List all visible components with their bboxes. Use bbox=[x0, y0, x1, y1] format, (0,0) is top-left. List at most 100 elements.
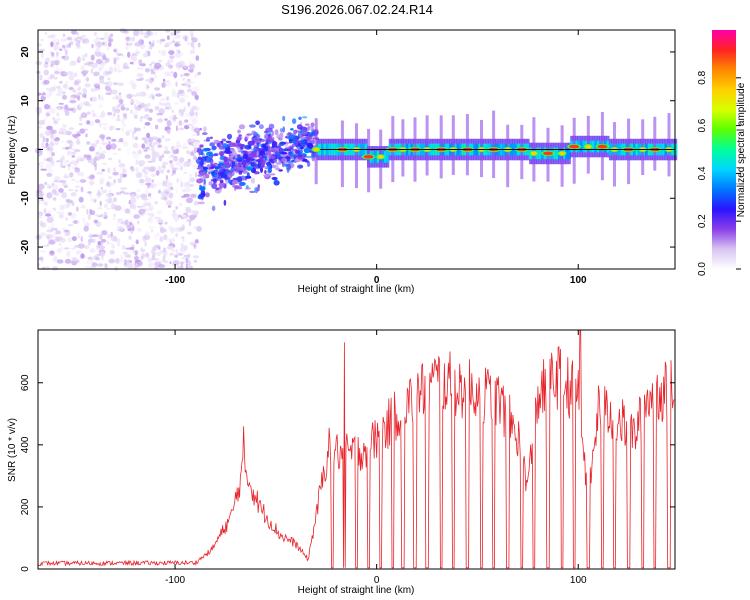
noise-cell bbox=[136, 194, 140, 200]
noise-cell bbox=[141, 143, 146, 149]
noise-cell bbox=[93, 219, 99, 224]
noise-cell bbox=[84, 266, 92, 269]
signal-cell bbox=[211, 183, 218, 189]
noise-cell bbox=[117, 94, 122, 100]
noise-cell bbox=[140, 193, 148, 199]
noise-cell bbox=[147, 166, 154, 172]
noise-cell bbox=[43, 158, 48, 162]
noise-cell bbox=[158, 50, 161, 53]
noise-cell bbox=[103, 36, 110, 40]
noise-cell bbox=[39, 74, 43, 81]
y-tick-label: 600 bbox=[20, 374, 31, 391]
noise-cell bbox=[61, 44, 66, 49]
noise-cell bbox=[86, 208, 89, 215]
noise-cell bbox=[100, 96, 104, 101]
noise-cell bbox=[44, 103, 50, 110]
noise-cell bbox=[135, 78, 144, 82]
noise-cell bbox=[58, 127, 64, 134]
noise-cell bbox=[120, 106, 126, 111]
noise-cell bbox=[179, 64, 184, 68]
signal-cell bbox=[255, 159, 262, 162]
signal-cell bbox=[274, 129, 279, 136]
noise-cell bbox=[141, 32, 149, 35]
noise-cell bbox=[44, 116, 47, 121]
noise-cell bbox=[170, 173, 174, 176]
noise-cell bbox=[102, 150, 107, 154]
peak-leak bbox=[613, 122, 616, 187]
snr-series-line bbox=[37, 329, 675, 569]
noise-cell bbox=[118, 159, 121, 163]
noise-cell bbox=[130, 109, 133, 114]
signal-cell bbox=[245, 158, 250, 163]
noise-cell bbox=[137, 51, 140, 55]
noise-cell bbox=[120, 118, 125, 125]
noise-cell bbox=[166, 96, 170, 101]
noise-cell bbox=[164, 146, 169, 151]
noise-cell bbox=[157, 144, 163, 148]
signal-cell bbox=[213, 178, 217, 184]
noise-cell bbox=[162, 161, 169, 166]
noise-cell bbox=[118, 228, 124, 232]
snr-y-ticks: 0 200 400 600 bbox=[20, 374, 675, 572]
noise-cell bbox=[183, 171, 188, 174]
noise-cell bbox=[117, 178, 122, 184]
noise-cell bbox=[156, 244, 161, 249]
noise-cell bbox=[130, 167, 136, 172]
noise-cell bbox=[148, 41, 152, 45]
noise-cell bbox=[115, 258, 120, 264]
signal-cell bbox=[298, 165, 304, 168]
noise-cell bbox=[181, 256, 187, 260]
noise-cell bbox=[138, 160, 146, 165]
noise-cell bbox=[136, 189, 141, 193]
signal-cell bbox=[209, 142, 215, 147]
noise-cell bbox=[171, 162, 174, 169]
noise-cell bbox=[64, 233, 68, 237]
noise-cell bbox=[122, 65, 130, 70]
noise-cell bbox=[134, 250, 138, 256]
noise-cell bbox=[85, 40, 90, 44]
noise-cell bbox=[186, 160, 194, 163]
noise-cell bbox=[78, 196, 84, 203]
noise-cell bbox=[106, 200, 114, 204]
noise-cell bbox=[132, 52, 136, 56]
noise-cell bbox=[132, 151, 136, 155]
noise-cell bbox=[135, 172, 143, 178]
noise-cell bbox=[124, 259, 127, 265]
signal-cell bbox=[209, 136, 213, 139]
noise-cell bbox=[193, 146, 198, 153]
noise-cell bbox=[125, 93, 131, 99]
noise-cell bbox=[85, 77, 90, 82]
noise-cell bbox=[143, 136, 148, 140]
noise-cell bbox=[89, 120, 95, 126]
line-core-cell bbox=[555, 147, 559, 160]
noise-cell bbox=[98, 233, 101, 240]
noise-cell bbox=[144, 154, 151, 159]
noise-cell bbox=[75, 180, 81, 183]
noise-cell bbox=[80, 235, 84, 243]
noise-cell bbox=[51, 222, 55, 229]
signal-cell bbox=[222, 164, 228, 168]
noise-cell bbox=[171, 88, 177, 93]
noise-cell bbox=[150, 229, 154, 233]
noise-cell bbox=[159, 227, 165, 234]
noise-cell bbox=[115, 128, 121, 131]
noise-cell bbox=[187, 253, 191, 259]
noise-cell bbox=[150, 61, 156, 65]
noise-cell bbox=[94, 119, 101, 123]
noise-cell bbox=[129, 247, 135, 250]
noise-cell bbox=[83, 70, 90, 73]
noise-cell bbox=[104, 34, 111, 37]
noise-cell bbox=[49, 74, 55, 79]
noise-cell bbox=[178, 89, 184, 94]
noise-cell bbox=[36, 108, 43, 114]
noise-cell bbox=[178, 120, 183, 126]
noise-cell bbox=[64, 110, 70, 117]
noise-cell bbox=[101, 255, 104, 261]
signal-cell bbox=[218, 160, 224, 164]
y-tick-label: -10 bbox=[20, 191, 31, 206]
noise-cell bbox=[153, 151, 160, 158]
signal-cell bbox=[214, 166, 220, 170]
noise-cell bbox=[112, 182, 115, 187]
noise-cell bbox=[193, 127, 201, 134]
signal-cell bbox=[250, 150, 257, 157]
